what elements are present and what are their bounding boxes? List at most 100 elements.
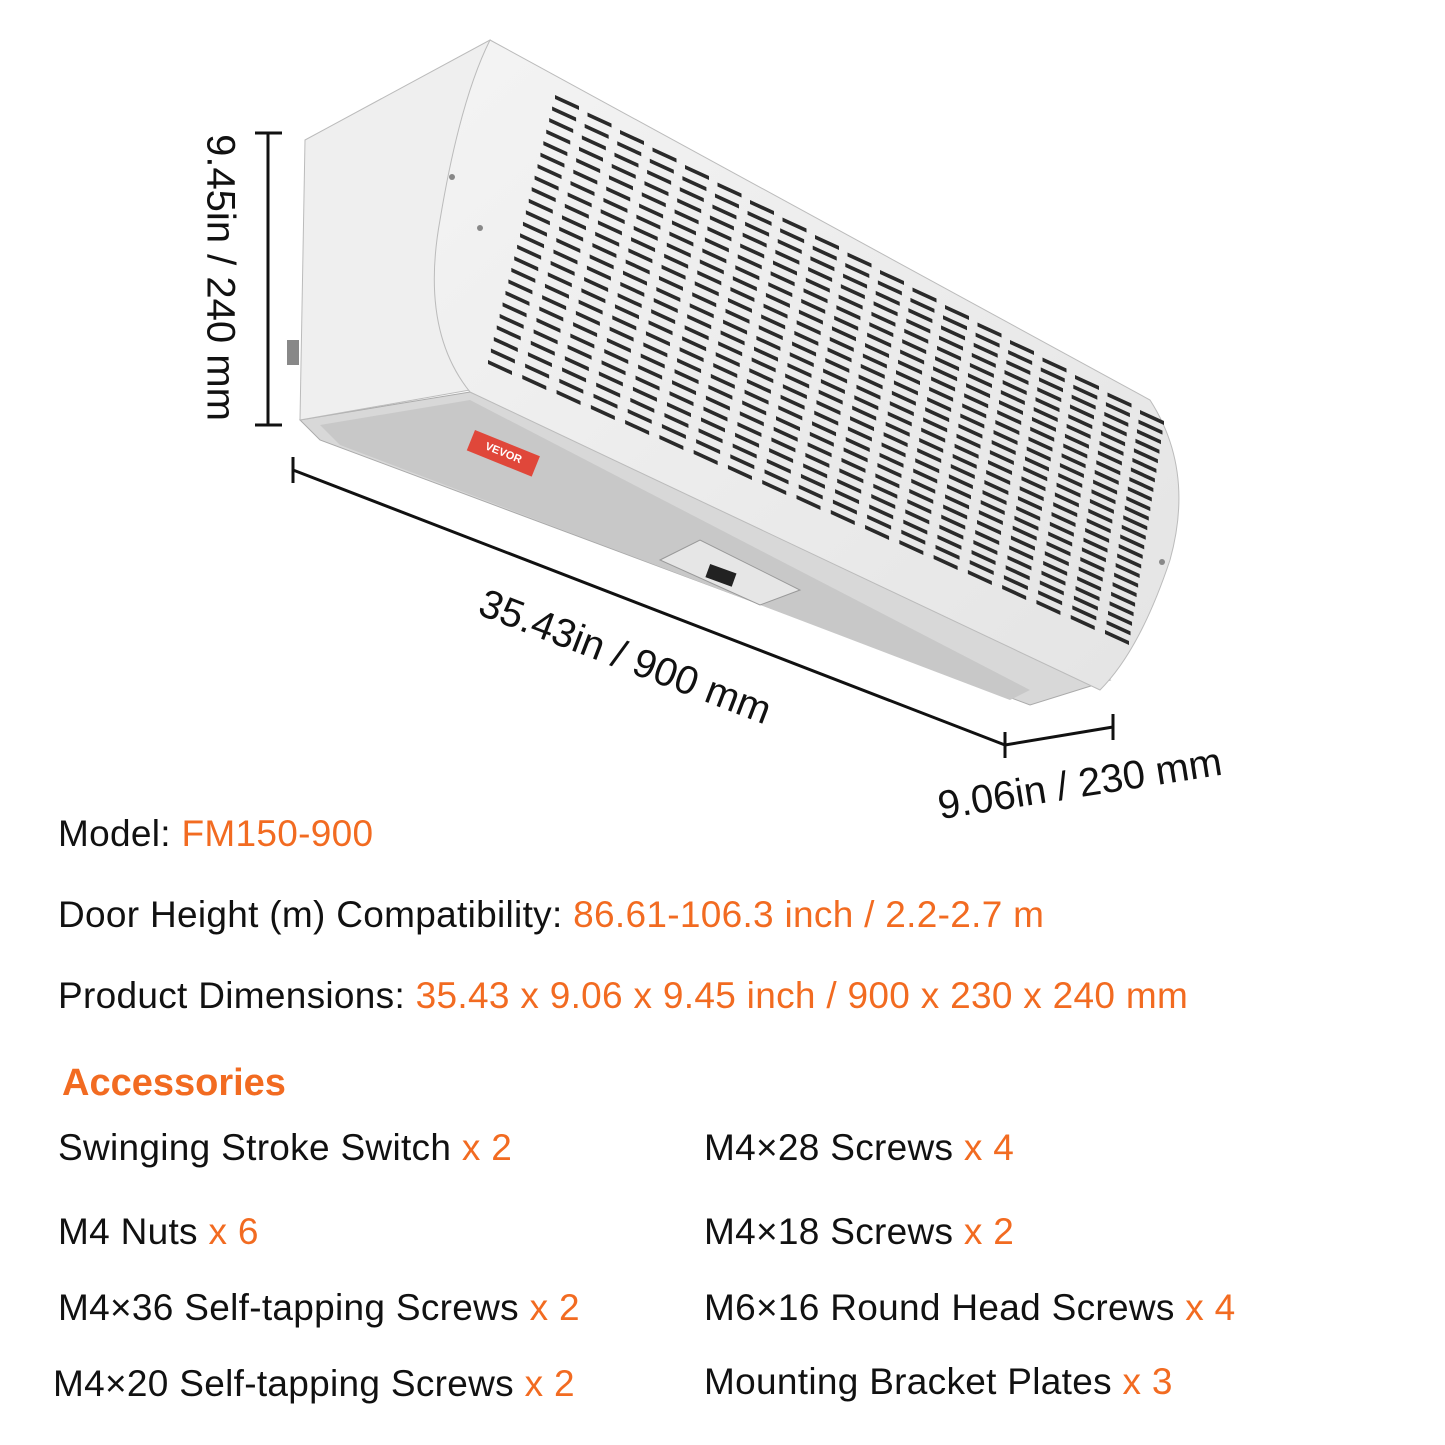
louver-slot — [534, 175, 559, 191]
louver-slot — [829, 336, 854, 352]
louver-slot — [841, 457, 866, 473]
wall-bracket — [287, 340, 299, 365]
louver-slot — [1053, 502, 1078, 518]
louver-slot — [977, 322, 1002, 338]
louver-slot — [877, 280, 902, 296]
louver-slot — [707, 226, 732, 242]
accessories-title: Accessories — [62, 1062, 286, 1104]
louver-slot — [1105, 630, 1129, 645]
louver-slot — [943, 315, 968, 331]
louver-slot — [635, 375, 660, 391]
louver-slot — [1041, 570, 1066, 586]
louver-slot — [871, 494, 896, 510]
louver-slot — [1086, 518, 1111, 534]
louver-slot — [798, 484, 823, 500]
louver-slot — [885, 421, 910, 437]
louver-slot — [561, 215, 586, 231]
louver-slot — [608, 175, 633, 191]
louver-slot — [761, 314, 786, 330]
louver-slot — [1126, 496, 1151, 512]
louver-slot — [1075, 375, 1099, 390]
louver-slot — [935, 544, 960, 560]
louver-slot — [490, 348, 515, 364]
louver-slot — [773, 260, 798, 276]
louver-slot — [1133, 448, 1158, 464]
louver-slot — [732, 443, 757, 459]
louver-slot — [517, 244, 542, 260]
louver-slot — [1048, 531, 1073, 547]
louver-slot — [581, 135, 606, 151]
louver-slot — [508, 279, 533, 295]
spec-dimensions: Product Dimensions: 35.43 x 9.06 x 9.45 … — [58, 975, 1188, 1017]
dimension-lines — [255, 131, 1115, 758]
louver-slot — [559, 378, 584, 394]
louver-slot — [570, 333, 595, 349]
louver-slot — [758, 325, 783, 341]
louver-slot — [830, 510, 855, 525]
louver-slot — [782, 217, 807, 233]
louver-slot — [1007, 555, 1032, 571]
bottom-vent — [320, 400, 1030, 700]
louver-slot — [954, 443, 979, 459]
louver-slot — [603, 197, 628, 213]
louver-slot — [903, 519, 928, 535]
louver-slot — [967, 570, 992, 585]
louver-slot — [807, 442, 832, 458]
louver-slot — [906, 318, 931, 334]
accessory-item: M4×36 Self-tapping Screws x 2 — [58, 1287, 580, 1328]
louver-slot — [647, 169, 672, 185]
louver-slot — [877, 463, 902, 479]
louver-slot — [823, 368, 848, 384]
louver-slot — [775, 249, 800, 265]
louver-slot — [674, 209, 699, 225]
louver-slot — [1106, 620, 1131, 636]
louver-slot — [544, 283, 569, 299]
accessory-item: M6×16 Round Head Screws x 4 — [704, 1287, 1236, 1328]
louver-slot — [777, 239, 802, 255]
louver-slot — [880, 270, 904, 285]
louver-slot — [969, 560, 994, 575]
louver-slot — [694, 281, 719, 297]
louver-slot — [1109, 601, 1134, 617]
louver-slot — [542, 295, 567, 311]
louver-slot — [875, 290, 900, 306]
louver-slot — [750, 200, 774, 215]
louver-slot — [737, 254, 762, 270]
louver-slot — [1021, 476, 1046, 492]
louver-slot — [1026, 446, 1051, 462]
louver-slot — [867, 332, 892, 348]
louver-slot — [488, 360, 512, 375]
louver-slot — [925, 407, 950, 423]
louver-slot — [511, 267, 536, 283]
louver-slot — [744, 389, 769, 405]
louver-slot — [652, 147, 677, 163]
louver-slot — [910, 297, 935, 313]
louver-slot — [973, 342, 998, 358]
louver-slot — [640, 353, 665, 369]
louver-slot — [785, 373, 810, 389]
louver-slot — [682, 176, 707, 192]
louver-slot — [1083, 537, 1108, 553]
louver-slot — [1081, 547, 1106, 563]
louver-slot — [860, 363, 885, 379]
louver-slot — [725, 308, 750, 324]
louver-slot — [710, 373, 735, 389]
louver-slot — [589, 254, 614, 270]
louver-slot — [1111, 591, 1136, 607]
louver-slot — [986, 470, 1011, 485]
louver-slot — [698, 428, 723, 444]
louver-slot — [933, 366, 958, 382]
louver-slot — [1002, 585, 1027, 600]
louver-slot — [1023, 466, 1048, 482]
louver-slot — [969, 362, 994, 378]
louver-slot — [1038, 377, 1063, 393]
spec-value: FM150-900 — [181, 813, 374, 854]
louver-slot — [1104, 411, 1129, 427]
louver-slot — [1136, 429, 1161, 445]
louver-slot — [977, 520, 1002, 535]
louver-slot — [547, 272, 572, 288]
louver-slot — [766, 458, 791, 474]
louver-slot — [1080, 556, 1105, 572]
louver-slot — [536, 317, 561, 333]
louver-slot — [600, 209, 625, 225]
